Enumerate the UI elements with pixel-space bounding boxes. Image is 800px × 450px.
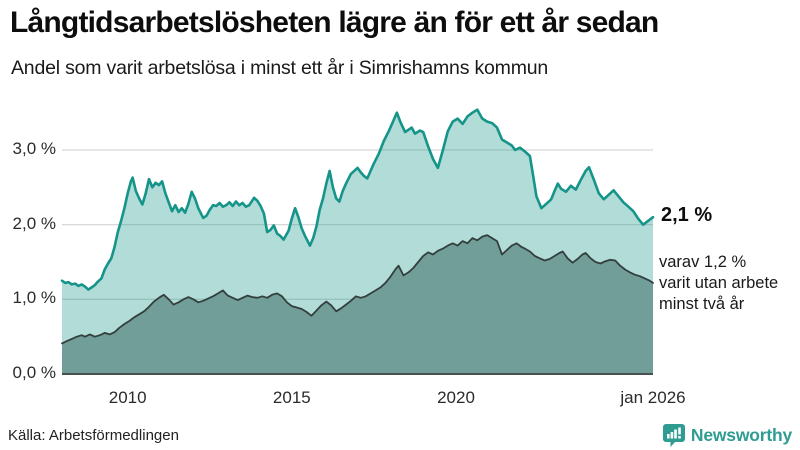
y-tick-label: 3,0 % (12, 138, 56, 158)
x-tick-label: 2015 (272, 388, 311, 407)
secondary-label-line: minst två år (659, 294, 745, 313)
x-tick-label: 2020 (437, 388, 475, 407)
x-tick-label: jan 2026 (620, 388, 686, 407)
latest-value-label: 2,1 % (661, 204, 713, 227)
secondary-label-line: varav 1,2 % (659, 252, 747, 271)
x-tick-label: 2010 (108, 388, 147, 407)
page-title: Långtidsarbetslösheten lägre än för ett … (10, 6, 659, 39)
source-caption: Källa: Arbetsförmedlingen (8, 427, 179, 444)
secondary-label-line: varit utan arbete (659, 273, 779, 292)
y-tick-label: 0,0 % (12, 363, 56, 382)
secondary-series-label: varav 1,2 % varit utan arbete minst två … (659, 252, 800, 315)
newsworthy-logo[interactable]: Newsworthy (662, 424, 792, 447)
series-line-0 (60, 108, 655, 291)
y-tick-label: 1,0 % (12, 288, 56, 308)
y-tick-label: 2,0 % (12, 213, 56, 233)
newsworthy-icon (662, 424, 685, 447)
newsworthy-wordmark: Newsworthy (690, 425, 792, 445)
area-fill-1 (62, 235, 653, 374)
chart-subtitle: Andel som varit arbetslösa i minst ett å… (11, 57, 549, 79)
series-line-1 (61, 234, 654, 345)
